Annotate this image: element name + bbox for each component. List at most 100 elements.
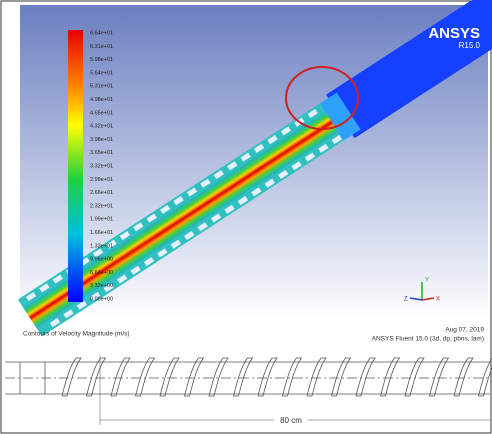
helical-tube: [5, 355, 492, 425]
gap: [184, 230, 195, 241]
pipe-gaps: [25, 108, 342, 328]
coil: [159, 357, 180, 397]
gap: [240, 152, 251, 162]
release: R15.0: [459, 41, 481, 50]
solver: ANSYS Fluent 15.0 (3d, dp, pbns, lam): [372, 336, 484, 343]
coil: [110, 357, 131, 397]
coil: [61, 357, 82, 397]
date: Aug 07, 2019: [445, 327, 484, 334]
gap: [160, 204, 171, 214]
coil: [404, 357, 425, 397]
gap: [200, 178, 211, 188]
axis-triad: [409, 282, 435, 301]
gap: [90, 291, 101, 302]
colorbar-label: 3.32e+01: [90, 163, 113, 169]
gap: [143, 257, 155, 267]
coil: [85, 357, 107, 397]
colorbar-label: 6.31e+01: [90, 44, 113, 50]
outlet: [326, 0, 492, 139]
gap: [210, 213, 222, 223]
gap: [267, 135, 278, 145]
highlight-ellipse: [285, 66, 359, 130]
colorbar-labels: 6.64e+01 6.31e+01 5.98e+01 5.64e+01 5.31e+01…: [90, 30, 113, 302]
coil: [281, 357, 303, 397]
coil: [208, 357, 229, 397]
gap: [224, 204, 235, 214]
gap: [49, 318, 61, 328]
brand: ANSYS: [428, 25, 480, 42]
gap: [146, 213, 157, 223]
gap: [63, 309, 74, 319]
gap: [227, 161, 238, 171]
colorbar-label: 1.66e+01: [90, 230, 113, 236]
colorbar: [68, 30, 83, 302]
colorbar-label: 6.64e+00: [90, 270, 113, 276]
colorbar-label: 4.65e+01: [90, 110, 113, 116]
gap: [133, 222, 144, 232]
colorbar-label: 2.99e+01: [90, 177, 113, 183]
colorbar-label: 5.98e+01: [90, 57, 113, 63]
gap: [304, 152, 316, 162]
colorbar-label: 3.98e+01: [90, 137, 113, 143]
colorbar-label: 3.32e+00: [90, 283, 113, 289]
gap: [186, 187, 198, 197]
caption: Contours of Velocity Magnitude (m/s): [23, 331, 130, 338]
gap: [25, 291, 37, 302]
colorbar-label: 4.98e+01: [90, 97, 113, 103]
gap: [119, 230, 131, 241]
outlet-joint: [319, 92, 361, 141]
colorbar-label: 3.65e+01: [90, 150, 113, 156]
gap: [130, 265, 141, 275]
coil: [232, 357, 254, 397]
gap: [278, 169, 289, 180]
gap: [264, 178, 275, 188]
gap: [253, 143, 265, 153]
coil: [257, 357, 278, 397]
gap: [170, 239, 181, 249]
coil: [379, 357, 401, 397]
gap: [318, 143, 329, 153]
pipe-core: [23, 111, 339, 329]
coil: [355, 357, 376, 397]
coil: [306, 357, 327, 397]
coil: [330, 357, 352, 397]
gap: [280, 126, 292, 136]
coil: [428, 357, 450, 397]
gap: [213, 169, 224, 180]
axis-z: Z: [404, 297, 408, 303]
coil: [183, 357, 205, 397]
gap: [92, 248, 104, 258]
colorbar-label: 4.32e+01: [90, 124, 113, 130]
gap: [39, 283, 50, 293]
colorbar-label: 5.31e+01: [90, 84, 113, 90]
coil: [453, 357, 474, 397]
gap: [291, 161, 302, 171]
colorbar-label: 1.33e+01: [90, 243, 113, 249]
gap: [307, 108, 318, 119]
gap: [251, 187, 262, 197]
dimension: 80 cm: [280, 416, 302, 425]
gap: [331, 135, 342, 145]
colorbar-label: 9.96e+00: [90, 257, 113, 263]
gap: [197, 222, 208, 232]
coil: [134, 357, 156, 397]
gap: [103, 283, 114, 293]
gap: [157, 248, 168, 258]
gap: [117, 274, 128, 284]
colorbar-label: 2.66e+01: [90, 190, 113, 196]
colorbar-label: 5.64e+01: [90, 70, 113, 76]
gap: [76, 300, 88, 310]
coil: [477, 358, 492, 397]
dimension-bg: [274, 414, 308, 426]
colorbar-label: 0.00e+00: [90, 296, 113, 302]
colorbar-label: 6.64e+01: [90, 30, 113, 36]
gap: [237, 196, 249, 206]
colorbar-label: 2.32e+01: [90, 203, 113, 209]
gap: [106, 239, 117, 249]
axis-x: X: [436, 297, 440, 303]
gap: [52, 274, 63, 284]
gap: [173, 196, 184, 206]
